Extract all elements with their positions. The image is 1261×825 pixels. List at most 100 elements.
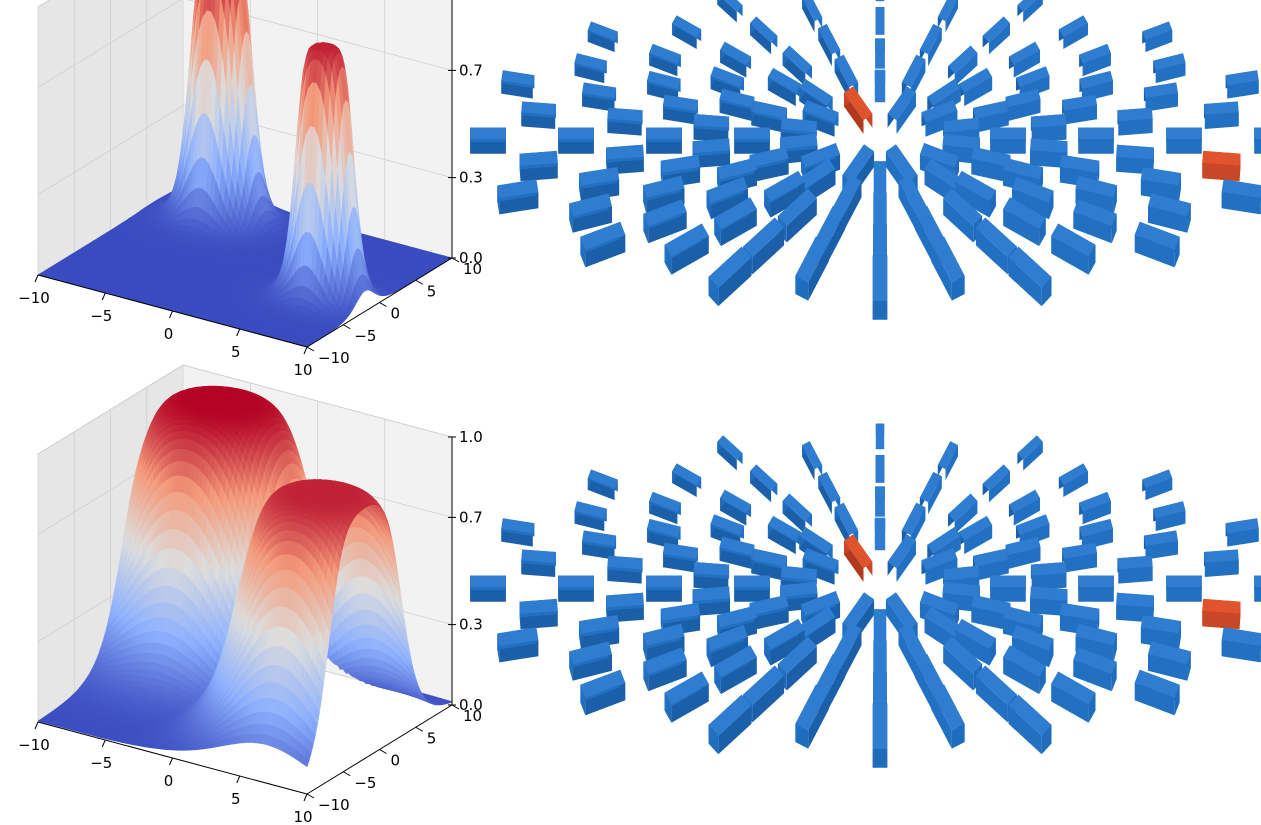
bar xyxy=(663,94,698,125)
bar xyxy=(919,472,942,515)
bar xyxy=(948,493,978,535)
highlighted-bar xyxy=(844,86,873,134)
bar xyxy=(706,176,748,220)
bar xyxy=(782,45,812,87)
y-tick-label: −10 xyxy=(318,796,350,814)
bar xyxy=(875,486,885,517)
bar xyxy=(1254,127,1261,154)
bar xyxy=(717,435,743,471)
bar xyxy=(706,624,748,668)
bar xyxy=(672,463,702,497)
x-tick-label: −5 xyxy=(90,754,112,772)
bar xyxy=(767,68,801,107)
bar xyxy=(1058,463,1088,497)
bar xyxy=(587,21,618,53)
bar xyxy=(990,575,1026,602)
bar xyxy=(1003,645,1046,695)
bar xyxy=(1005,536,1041,569)
y-tick-label: 10 xyxy=(463,260,482,278)
bar xyxy=(818,472,841,515)
bar xyxy=(943,188,983,243)
bar xyxy=(663,542,698,573)
bar xyxy=(1221,179,1261,215)
bar xyxy=(1148,641,1191,681)
bar xyxy=(719,536,755,569)
bar xyxy=(664,671,709,723)
y-tick-label: −5 xyxy=(354,327,376,345)
bar xyxy=(1008,489,1040,526)
bar xyxy=(795,236,829,301)
bar xyxy=(1153,501,1186,532)
bar xyxy=(1058,15,1088,49)
bar xyxy=(921,548,958,585)
bar xyxy=(764,618,805,666)
bar xyxy=(1225,518,1259,547)
x-tick-label: 10 xyxy=(293,361,312,379)
bar xyxy=(720,489,752,526)
surface-mesh xyxy=(37,0,453,348)
bar-chart-top xyxy=(470,0,1261,320)
bar xyxy=(579,167,620,202)
bar xyxy=(714,645,757,695)
bar xyxy=(795,684,829,749)
z-tick-label: 0.3 xyxy=(459,616,483,634)
bar xyxy=(802,100,839,137)
bar xyxy=(1008,41,1040,78)
bar xyxy=(751,100,787,133)
bar xyxy=(1051,223,1096,275)
bar xyxy=(693,562,730,591)
bar xyxy=(764,170,805,218)
y-tick-mark xyxy=(343,771,351,777)
x-tick-label: 5 xyxy=(231,790,241,808)
bar xyxy=(1134,669,1180,716)
y-tick-label: −10 xyxy=(318,349,350,367)
bar xyxy=(1012,176,1054,220)
bar xyxy=(1051,671,1096,723)
y-tick-mark xyxy=(306,793,315,799)
bar xyxy=(664,223,709,275)
bar xyxy=(582,530,617,560)
bar xyxy=(782,493,812,535)
bar xyxy=(1254,575,1261,602)
bar xyxy=(802,441,823,481)
bar xyxy=(931,236,965,301)
bar xyxy=(1140,615,1181,650)
bar xyxy=(1030,586,1068,616)
bar xyxy=(1204,101,1239,129)
bar xyxy=(607,555,643,584)
bar xyxy=(646,575,682,602)
bar xyxy=(649,43,681,77)
bar xyxy=(1078,575,1114,602)
bar xyxy=(1005,88,1041,121)
y-tick-label: 0 xyxy=(391,305,401,323)
bar xyxy=(1017,435,1043,471)
bar xyxy=(802,0,823,33)
bar xyxy=(1221,627,1261,663)
bar xyxy=(874,517,886,551)
bar xyxy=(1030,562,1067,591)
bar xyxy=(569,641,612,681)
bar xyxy=(708,694,752,755)
bar xyxy=(519,150,558,182)
bar xyxy=(692,586,730,616)
bar xyxy=(649,491,681,525)
bar xyxy=(872,703,888,768)
bar xyxy=(1225,70,1259,99)
bar xyxy=(990,127,1026,154)
bar xyxy=(750,16,778,55)
bar xyxy=(1017,0,1043,23)
bar xyxy=(501,70,535,99)
bar xyxy=(777,188,817,243)
bar xyxy=(672,15,702,49)
x-tick-mark xyxy=(303,346,308,355)
bar xyxy=(579,615,620,650)
bar xyxy=(501,518,535,547)
bar xyxy=(643,175,685,214)
z-tick-label: 0.0 xyxy=(459,249,483,267)
x-tick-mark xyxy=(236,328,241,337)
bar xyxy=(901,54,926,101)
bar xyxy=(1079,43,1111,77)
bar xyxy=(1008,694,1052,755)
bar xyxy=(818,24,841,67)
